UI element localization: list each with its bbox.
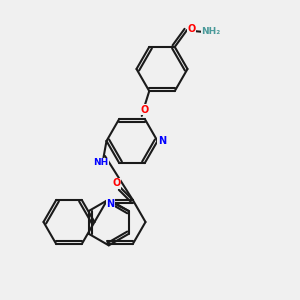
Text: O: O — [141, 105, 149, 115]
Text: O: O — [112, 178, 120, 188]
Text: N: N — [158, 136, 166, 146]
Text: NH: NH — [93, 158, 108, 167]
Text: N: N — [106, 199, 114, 208]
Text: NH₂: NH₂ — [201, 27, 220, 36]
Text: O: O — [187, 24, 195, 34]
